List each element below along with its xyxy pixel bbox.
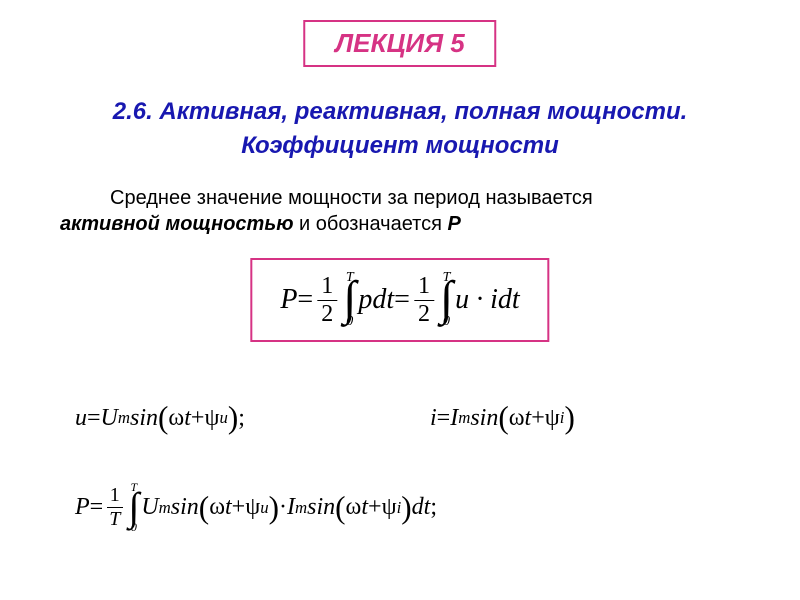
formula-pdt: pdt — [358, 284, 394, 316]
formula-frac2: 1 2 — [414, 273, 434, 328]
subtitle-line2: Коэффициент мощности — [40, 129, 760, 163]
formula-eq1: = — [297, 284, 313, 316]
equation-u: u = U m sin ( ω t + ψ u ) ; — [75, 400, 245, 436]
formula-uidt: u · idt — [455, 284, 520, 316]
main-formula: P = 1 2 T ∫ 0 pdt = 1 2 T ∫ 0 u · idt — [280, 270, 519, 330]
description-bold2: Р — [447, 213, 460, 235]
formula-P: P — [280, 284, 297, 316]
section-subtitle: 2.6. Активная, реактивная, полная мощнос… — [0, 95, 800, 162]
lecture-title: ЛЕКЦИЯ 5 — [335, 28, 464, 59]
subtitle-line1: 2.6. Активная, реактивная, полная мощнос… — [40, 95, 760, 129]
formula-int2: T ∫ 0 — [440, 270, 453, 330]
int-p: T ∫ 0 — [128, 480, 139, 535]
main-formula-box: P = 1 2 T ∫ 0 pdt = 1 2 T ∫ 0 u · idt — [250, 258, 549, 342]
formula-frac1: 1 2 — [317, 273, 337, 328]
formula-int1: T ∫ 0 — [343, 270, 356, 330]
formula-eq2: = — [394, 284, 410, 316]
lecture-title-box: ЛЕКЦИЯ 5 — [303, 20, 496, 67]
description-part2: и обозначается — [294, 213, 448, 235]
description-text: Среднее значение мощности за период назы… — [60, 185, 740, 237]
equation-i: i = I m sin ( ω t + ψ i ) — [430, 400, 575, 436]
frac-p: 1 T — [106, 484, 123, 531]
description-bold1: активной мощностью — [60, 213, 294, 235]
equation-p: P = 1 T T ∫ 0 U m sin ( ω t + ψ u ) · I … — [75, 480, 437, 535]
description-part1: Среднее значение мощности за период назы… — [110, 187, 593, 209]
